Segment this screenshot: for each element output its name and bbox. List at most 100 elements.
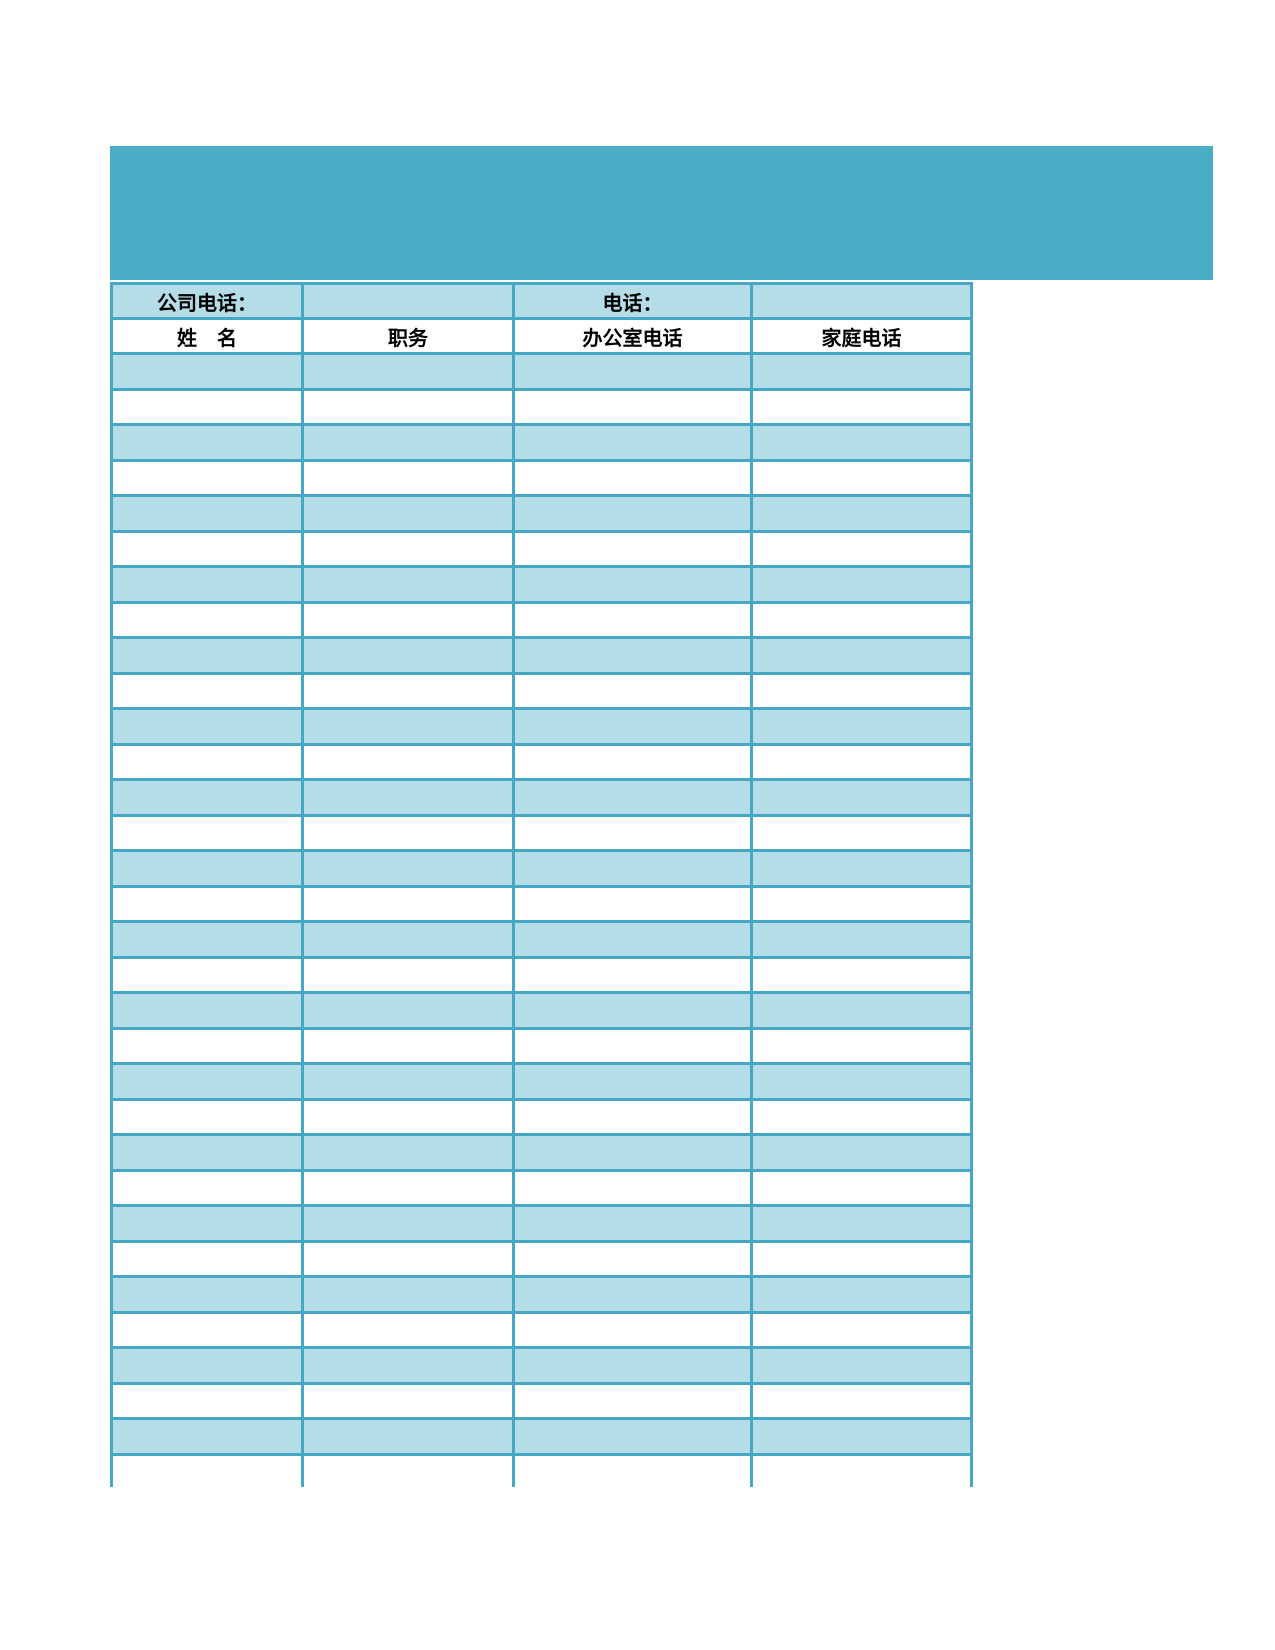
empty-cell bbox=[110, 387, 304, 426]
empty-cell bbox=[301, 1026, 515, 1065]
empty-data-row bbox=[110, 1168, 973, 1207]
empty-cell bbox=[512, 1275, 753, 1314]
empty-cell bbox=[750, 636, 973, 675]
empty-cell bbox=[301, 1452, 515, 1487]
empty-cell bbox=[512, 991, 753, 1030]
empty-cell bbox=[750, 955, 973, 994]
empty-cell bbox=[512, 884, 753, 923]
empty-cell bbox=[301, 1062, 515, 1101]
empty-data-row bbox=[110, 813, 973, 852]
empty-cell bbox=[512, 352, 753, 391]
empty-cell bbox=[110, 849, 304, 888]
empty-cell bbox=[110, 1310, 304, 1349]
col-header-name: 姓 名 bbox=[110, 317, 304, 355]
empty-cell bbox=[512, 529, 753, 568]
col-header-home-phone: 家庭电话 bbox=[750, 317, 973, 355]
empty-cell bbox=[750, 1452, 973, 1487]
empty-cell bbox=[750, 1381, 973, 1420]
empty-data-row bbox=[110, 1097, 973, 1136]
empty-cell bbox=[750, 1346, 973, 1385]
empty-cell bbox=[750, 1062, 973, 1101]
empty-cell bbox=[512, 1381, 753, 1420]
empty-cell bbox=[301, 849, 515, 888]
empty-cell bbox=[301, 494, 515, 533]
empty-cell bbox=[512, 1452, 753, 1487]
empty-cell bbox=[110, 1026, 304, 1065]
empty-data-row bbox=[110, 742, 973, 781]
empty-data-row bbox=[110, 458, 973, 497]
empty-cell bbox=[750, 742, 973, 781]
empty-cell bbox=[110, 955, 304, 994]
empty-cell bbox=[750, 991, 973, 1030]
empty-cell bbox=[110, 671, 304, 710]
empty-cell bbox=[750, 1026, 973, 1065]
empty-cell bbox=[512, 955, 753, 994]
empty-data-row bbox=[110, 991, 973, 1030]
empty-cell bbox=[512, 565, 753, 604]
empty-cell bbox=[110, 423, 304, 462]
empty-cell bbox=[110, 1133, 304, 1172]
empty-cell bbox=[512, 742, 753, 781]
empty-cell bbox=[750, 387, 973, 426]
empty-cell bbox=[301, 707, 515, 746]
empty-cell bbox=[110, 1417, 304, 1456]
empty-data-row bbox=[110, 671, 973, 710]
empty-cell bbox=[512, 671, 753, 710]
empty-cell bbox=[750, 778, 973, 817]
empty-data-row bbox=[110, 1417, 973, 1456]
empty-cell bbox=[110, 494, 304, 533]
empty-data-row bbox=[110, 529, 973, 568]
empty-cell bbox=[301, 636, 515, 675]
empty-data-row bbox=[110, 1346, 973, 1385]
empty-data-row bbox=[110, 494, 973, 533]
empty-cell bbox=[110, 1168, 304, 1207]
col-header-office-phone: 办公室电话 bbox=[512, 317, 753, 355]
empty-data-row bbox=[110, 600, 973, 639]
empty-data-row bbox=[110, 1204, 973, 1243]
empty-data-row bbox=[110, 1239, 973, 1278]
empty-cell bbox=[110, 1062, 304, 1101]
empty-cell bbox=[750, 600, 973, 639]
empty-cell bbox=[512, 1204, 753, 1243]
empty-cell bbox=[110, 1381, 304, 1420]
title-banner bbox=[110, 146, 1213, 280]
empty-data-row bbox=[110, 1452, 973, 1487]
empty-data-row bbox=[110, 920, 973, 959]
empty-cell bbox=[750, 529, 973, 568]
empty-cell bbox=[301, 884, 515, 923]
empty-cell bbox=[750, 494, 973, 533]
empty-cell bbox=[301, 1346, 515, 1385]
empty-cell bbox=[110, 600, 304, 639]
empty-cell bbox=[110, 636, 304, 675]
empty-cell bbox=[301, 565, 515, 604]
empty-cell bbox=[512, 1239, 753, 1278]
empty-cell bbox=[301, 1381, 515, 1420]
empty-cell bbox=[750, 1168, 973, 1207]
empty-cell bbox=[750, 1133, 973, 1172]
empty-cell bbox=[512, 1062, 753, 1101]
empty-data-row bbox=[110, 1026, 973, 1065]
empty-cell bbox=[750, 565, 973, 604]
empty-cell bbox=[750, 813, 973, 852]
empty-data-row bbox=[110, 1310, 973, 1349]
empty-cell bbox=[512, 778, 753, 817]
empty-cell bbox=[110, 778, 304, 817]
info-row: 公司电话： 电话： bbox=[110, 282, 973, 320]
empty-cell bbox=[750, 1239, 973, 1278]
empty-data-row bbox=[110, 636, 973, 675]
empty-cell bbox=[512, 707, 753, 746]
empty-data-row bbox=[110, 1133, 973, 1172]
phone-label: 电话： bbox=[512, 282, 753, 320]
empty-cell bbox=[301, 1133, 515, 1172]
empty-cell bbox=[110, 920, 304, 959]
empty-cell bbox=[301, 1275, 515, 1314]
empty-data-row bbox=[110, 955, 973, 994]
empty-cell bbox=[110, 1275, 304, 1314]
empty-cell bbox=[110, 991, 304, 1030]
empty-cell bbox=[750, 884, 973, 923]
empty-data-row bbox=[110, 778, 973, 817]
empty-cell bbox=[110, 813, 304, 852]
empty-cell bbox=[750, 458, 973, 497]
empty-cell bbox=[512, 600, 753, 639]
